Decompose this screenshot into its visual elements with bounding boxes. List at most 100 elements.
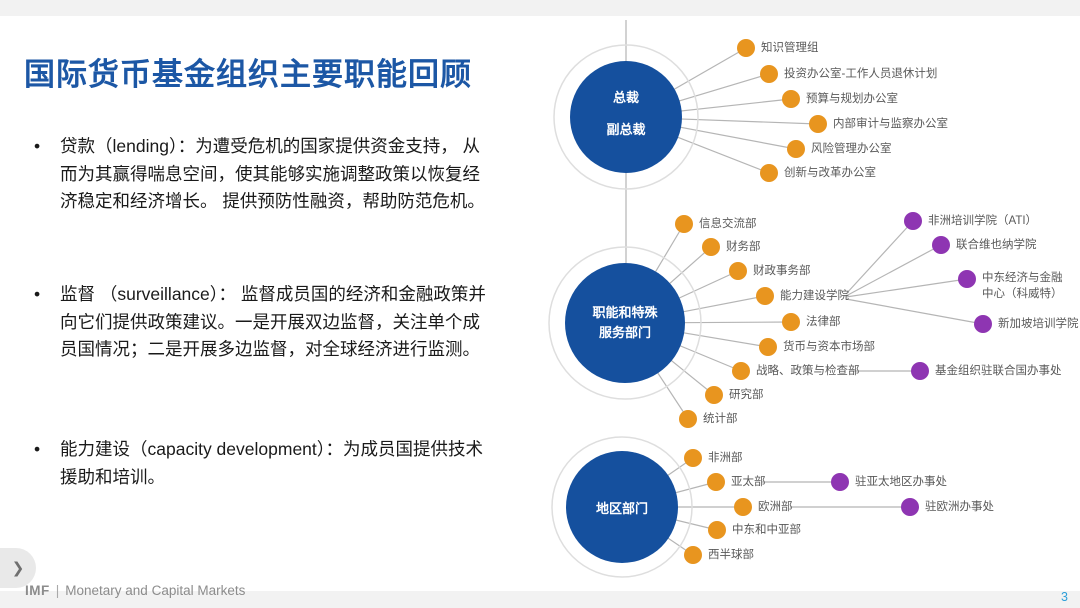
imf-logo-text: IMF xyxy=(25,583,50,598)
office-dot xyxy=(911,362,929,380)
hub-label-executive: 总裁 副总裁 xyxy=(566,88,686,140)
dept-dot xyxy=(782,313,800,331)
hub-circle-regional xyxy=(566,451,678,563)
hub-circle-executive xyxy=(570,61,682,173)
hub-label-regional: 地区部门 xyxy=(595,501,648,516)
node-label: 驻欧洲办事处 xyxy=(925,501,994,513)
node-research: 研究部 xyxy=(705,386,764,404)
node-label: 风险管理办公室 xyxy=(811,143,892,155)
node-label: 财务部 xyxy=(726,241,761,253)
node-middle-east-center: 中东经济与金融 中心（科威特） xyxy=(958,270,1063,302)
dept-dot xyxy=(760,65,778,83)
dept-dot xyxy=(787,140,805,158)
footer-department: Monetary and Capital Markets xyxy=(65,583,246,598)
dept-dot xyxy=(684,449,702,467)
node-investment-office: 投资办公室-工作人员退休计划 xyxy=(760,65,937,83)
hub-label-functional: 职能和特殊 服务部门 xyxy=(592,305,658,340)
node-label: 中东和中亚部 xyxy=(732,524,801,536)
office-dot xyxy=(901,498,919,516)
bullet-marker: • xyxy=(34,284,41,304)
hub-circle-functional xyxy=(565,263,685,383)
bullet-text: 监督 （surveillance）： 监督成员国的经济和金融政策并向它们提供政策… xyxy=(60,284,486,359)
footer-branding: IMF | Monetary and Capital Markets xyxy=(25,583,245,598)
hub-label-deputy: 副总裁 xyxy=(606,122,646,137)
footer-separator: | xyxy=(55,583,60,598)
dept-dot xyxy=(729,262,747,280)
hub-circles xyxy=(565,61,685,563)
hub-halo-rings xyxy=(548,44,702,578)
dept-dot xyxy=(760,164,778,182)
dept-dot xyxy=(756,287,774,305)
node-africa-training-institute: 非洲培训学院（ATI） xyxy=(904,212,1037,230)
node-statistics: 统计部 xyxy=(679,410,738,428)
node-label: 西半球部 xyxy=(708,549,754,561)
top-border-band xyxy=(0,0,1080,16)
dept-dot xyxy=(759,338,777,356)
dept-dot xyxy=(679,410,697,428)
node-label: 法律部 xyxy=(806,316,841,328)
office-dot xyxy=(831,473,849,491)
node-capacity-institute: 能力建设学院 xyxy=(756,287,849,305)
dept-dot xyxy=(675,215,693,233)
dept-dot xyxy=(702,238,720,256)
node-monetary-capital-markets: 货币与资本市场部 xyxy=(759,338,875,356)
node-label: 投资办公室-工作人员退休计划 xyxy=(784,68,938,80)
dept-dot xyxy=(737,39,755,57)
dept-dot xyxy=(732,362,750,380)
node-label: 非洲培训学院（ATI） xyxy=(928,215,1038,227)
node-label: 联合维也纳学院 xyxy=(956,239,1037,251)
node-risk-management: 风险管理办公室 xyxy=(787,140,892,158)
node-label: 信息交流部 xyxy=(699,218,757,230)
node-label: 预算与规划办公室 xyxy=(806,93,898,105)
node-internal-audit: 内部审计与监察办公室 xyxy=(809,115,948,133)
node-un-office: 基金组织驻联合国办事处 xyxy=(911,362,1062,380)
node-europe-office: 驻欧洲办事处 xyxy=(901,498,994,516)
node-africa-dept: 非洲部 xyxy=(684,449,743,467)
node-finance: 财务部 xyxy=(702,238,761,256)
node-singapore-training-institute: 新加坡培训学院 xyxy=(974,315,1079,333)
bullet-text: 能力建设（capacity development）：为成员国提供技术援助和培训… xyxy=(60,439,484,487)
dept-dot xyxy=(707,473,725,491)
node-knowledge-management: 知识管理组 xyxy=(737,39,819,57)
page-number: 3 xyxy=(1061,590,1068,604)
node-joint-vienna-institute: 联合维也纳学院 xyxy=(932,236,1037,254)
node-fiscal-affairs: 财政事务部 xyxy=(729,262,811,280)
node-label: 基金组织驻联合国办事处 xyxy=(935,365,1062,377)
node-label: 知识管理组 xyxy=(761,42,819,54)
node-label: 新加坡培训学院 xyxy=(998,318,1079,330)
node-label: 研究部 xyxy=(729,389,764,401)
node-label: 中东经济与金融 中心（科威特） xyxy=(982,272,1063,300)
node-middle-east-central-asia-dept: 中东和中亚部 xyxy=(708,521,801,539)
dept-dot xyxy=(705,386,723,404)
office-dot xyxy=(904,212,922,230)
node-western-hemisphere-dept: 西半球部 xyxy=(684,546,754,564)
node-label: 内部审计与监察办公室 xyxy=(833,118,948,130)
bullet-lending: • 贷款（lending）：为遭受危机的国家提供资金支持， 从而为其赢得喘息空间… xyxy=(34,133,486,216)
bullet-marker: • xyxy=(34,439,41,459)
node-label: 货币与资本市场部 xyxy=(783,341,875,353)
node-label: 统计部 xyxy=(703,413,738,425)
node-legal: 法律部 xyxy=(782,313,841,331)
node-budget-planning: 预算与规划办公室 xyxy=(782,90,898,108)
dept-dot xyxy=(708,521,726,539)
next-slide-button[interactable]: ❯ xyxy=(0,548,36,588)
bullet-surveillance: • 监督 （surveillance）： 监督成员国的经济和金融政策并向它们提供… xyxy=(34,281,486,364)
dept-dot xyxy=(782,90,800,108)
dept-dot xyxy=(684,546,702,564)
dept-dot xyxy=(734,498,752,516)
node-label: 创新与改革办公室 xyxy=(784,167,876,179)
dept-dot xyxy=(809,115,827,133)
node-label: 驻亚太地区办事处 xyxy=(855,476,947,488)
office-dot xyxy=(974,315,992,333)
bottom-border-band xyxy=(0,591,1080,608)
hub-label-president: 总裁 xyxy=(612,90,639,105)
bullet-text: 贷款（lending）：为遭受危机的国家提供资金支持， 从而为其赢得喘息空间，使… xyxy=(60,136,485,211)
node-communications: 信息交流部 xyxy=(675,215,757,233)
node-innovation-change: 创新与改革办公室 xyxy=(760,164,876,182)
node-label: 非洲部 xyxy=(708,452,743,464)
bullet-capacity-development: • 能力建设（capacity development）：为成员国提供技术援助和… xyxy=(34,436,486,491)
node-label: 亚太部 xyxy=(731,476,766,488)
node-european-dept: 欧洲部 xyxy=(734,498,793,516)
